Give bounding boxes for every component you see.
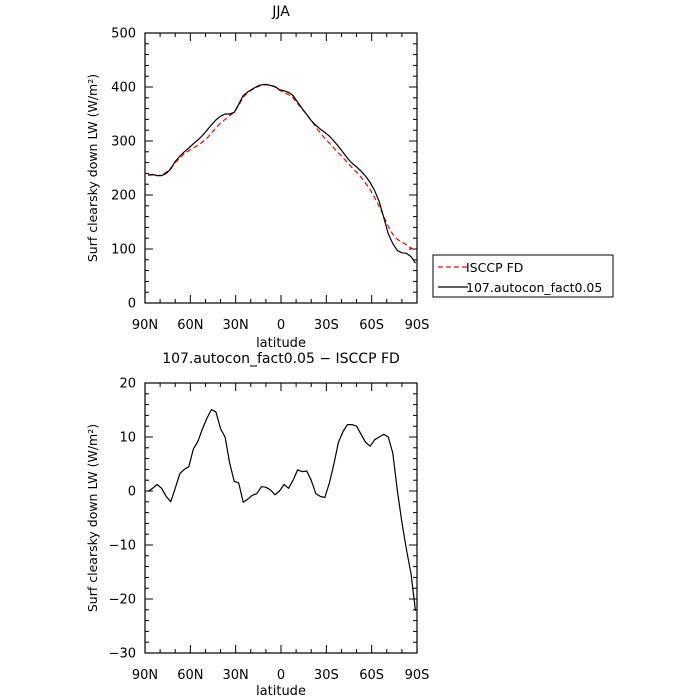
y-tick-label: 200 [111,189,136,204]
x-tick-label: 30S [314,668,339,683]
x-tick-label: 60N [177,318,203,333]
x-tick-label: 30N [223,668,249,683]
series-line-difference [147,408,417,611]
x-tick-label: 0 [277,318,285,333]
chart-title: 107.autocon_fact0.05 − ISCCP FD [162,351,400,367]
x-tick-label: 60S [359,668,384,683]
y-axis-label: Surf clearsky down LW (W/m²) [85,424,100,612]
y-tick-label: 300 [111,135,136,150]
series-line-isccp-fd [148,84,416,252]
chart-2 [144,382,418,654]
y-tick-label: 100 [111,243,136,258]
legend-label: 107.autocon_fact0.05 [466,280,602,295]
x-tick-label: 90S [405,318,430,333]
y-tick-label: 10 [119,431,136,446]
y-tick-label: 0 [128,485,136,500]
y-tick-label: 0 [128,297,136,312]
plot-frame [144,32,418,304]
series-line-107-autocon-fact0-05 [147,83,416,264]
x-tick-label: 60S [359,318,384,333]
x-tick-label: 30S [314,318,339,333]
legend-box [432,254,614,298]
x-tick-label: 0 [277,668,285,683]
x-tick-label: 60N [177,668,203,683]
x-tick-label: 90S [405,668,430,683]
y-tick-label: 400 [111,81,136,96]
x-tick-label: 90N [132,318,158,333]
x-axis-label: latitude [256,336,306,351]
y-tick-label: −30 [109,647,136,662]
x-axis-label: latitude [256,684,306,699]
y-tick-label: 500 [111,27,136,42]
legend-label: ISCCP FD [466,260,523,275]
x-tick-label: 30N [223,318,249,333]
x-tick-label: 90N [132,668,158,683]
y-tick-label: −10 [109,539,136,554]
y-tick-label: −20 [109,593,136,608]
legend: ISCCP FD 107.autocon_fact0.05 [432,254,614,298]
y-axis-label: Surf clearsky down LW (W/m²) [85,74,100,262]
y-tick-label: 20 [119,377,136,392]
chart-title: JJA [271,4,290,20]
chart-1: ISCCP FD 107.autocon_fact0.05 [144,32,614,304]
plot-frame [144,382,418,654]
